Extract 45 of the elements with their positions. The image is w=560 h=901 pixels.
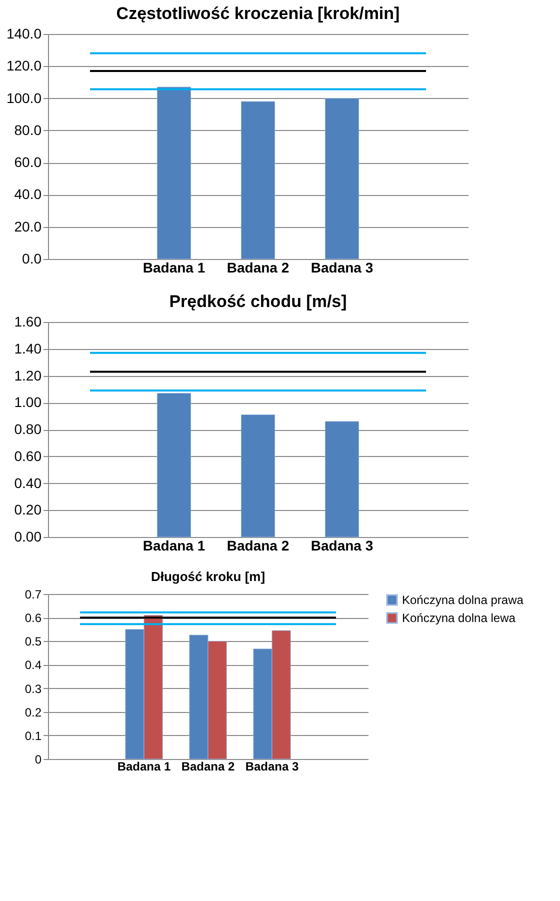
y-tick-label: 0.7 [24, 588, 42, 602]
chart-title: Długość kroku [m] [150, 569, 266, 584]
y-tick-label: 0.40 [14, 474, 42, 491]
y-tick-label: 0.2 [24, 705, 42, 720]
bar [240, 414, 276, 538]
y-tick-label: 60.0 [14, 154, 42, 170]
bar [156, 392, 192, 538]
bar [240, 101, 276, 260]
y-tick-label: 20.0 [14, 218, 42, 234]
y-tick-label: 0.3 [24, 682, 42, 696]
y-tick-label: 0 [34, 752, 42, 766]
y-tick-label: 0.20 [14, 502, 42, 518]
y-tick-label: 0.4 [24, 658, 42, 672]
y-tick-label: 1.20 [14, 367, 42, 384]
x-tick-label: Badana 1 [117, 760, 171, 774]
y-tick-label: 0.80 [14, 421, 42, 437]
y-tick-label: 0.1 [24, 728, 42, 743]
y-tick-label: 80.0 [14, 122, 42, 138]
y-tick-label: 1.00 [14, 394, 42, 410]
bar [324, 98, 360, 260]
y-tick-label: 120.0 [6, 58, 42, 74]
chart-title: Częstotliwość kroczenia [krok/min] [116, 4, 400, 23]
y-tick-label: 100.0 [6, 90, 42, 106]
x-tick-label: Badana 3 [310, 538, 374, 554]
bar [324, 421, 360, 538]
y-tick-label: 1.40 [14, 340, 42, 356]
y-tick-label: 1.60 [14, 314, 42, 330]
y-tick-label: 40.0 [14, 186, 42, 202]
y-tick-label: 0.60 [14, 448, 42, 464]
x-tick-label: Badana 1 [142, 260, 206, 276]
x-tick-label: Badana 2 [226, 538, 290, 554]
x-tick-label: Badana 2 [181, 760, 235, 774]
chart-title: Prędkość chodu [m/s] [169, 292, 347, 311]
x-tick-label: Badana 1 [142, 538, 206, 554]
x-tick-label: Badana 3 [245, 760, 299, 774]
y-tick-label: 0.0 [22, 250, 42, 266]
y-tick-label: 0.00 [14, 528, 42, 544]
legend-label: Kończyna dolna prawa [402, 593, 524, 607]
legend-label: Kończyna dolna lewa [402, 611, 516, 625]
y-tick-label: 140.0 [6, 26, 42, 42]
x-tick-label: Badana 3 [310, 260, 374, 276]
bar [156, 86, 192, 260]
y-tick-label: 0.5 [24, 634, 42, 649]
x-tick-label: Badana 2 [226, 260, 290, 276]
y-tick-label: 0.6 [24, 611, 42, 626]
